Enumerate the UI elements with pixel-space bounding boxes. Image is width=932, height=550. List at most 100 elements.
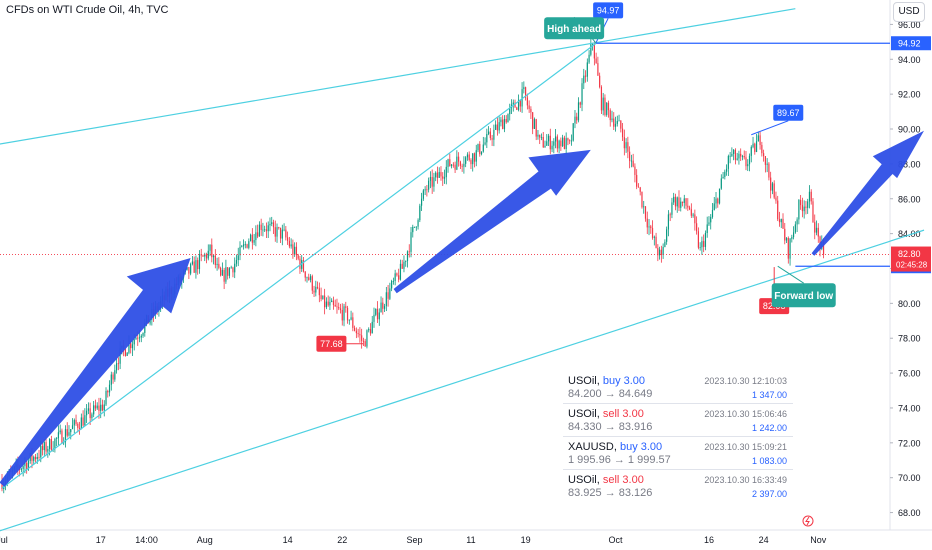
candle-body	[334, 304, 336, 307]
candle-body	[401, 263, 403, 269]
candle-body	[784, 228, 786, 241]
candle-body	[91, 414, 93, 419]
candle-body	[745, 157, 747, 167]
price-label-box	[593, 2, 624, 19]
candle-body	[438, 172, 440, 178]
candle-body	[731, 153, 733, 156]
candle-body	[241, 246, 243, 248]
trade-row[interactable]: XAUUSD, buy 3.00 2023.10.30 15:09:21 1 9…	[563, 437, 793, 470]
candle-body	[738, 153, 740, 159]
candle-body	[449, 159, 451, 167]
candle-body	[452, 164, 454, 166]
candle-body	[422, 190, 424, 199]
candle-body	[332, 300, 335, 305]
callout-leader	[777, 265, 804, 284]
trade-row[interactable]: USOil, buy 3.00 2023.10.30 12:10:03 84.2…	[563, 371, 793, 404]
trade-prices: 83.925 → 83.126	[568, 487, 653, 499]
candle-body	[292, 244, 294, 255]
candle-body	[341, 310, 343, 321]
trade-amount: 1 242.00	[751, 423, 787, 433]
candle-body	[443, 177, 446, 179]
candle-body	[316, 286, 319, 289]
candle-body	[350, 317, 352, 320]
callout-text: Forward low	[774, 291, 833, 302]
candle-body	[253, 240, 255, 243]
candle-body	[391, 281, 393, 289]
candle-body	[586, 62, 588, 77]
candle-body	[426, 189, 428, 191]
candle-body	[643, 206, 645, 208]
candle-body	[459, 161, 461, 166]
candle-body	[743, 156, 745, 158]
candle-body	[230, 267, 232, 269]
candle-body	[558, 140, 560, 149]
candle-body	[1, 481, 3, 490]
candle-body	[262, 229, 264, 231]
candle-body	[801, 205, 804, 212]
candle-body	[324, 295, 326, 308]
candle-body	[112, 374, 114, 380]
candle-body	[359, 334, 361, 336]
candle-body	[49, 439, 51, 449]
candle-body	[20, 469, 22, 470]
candle-body	[701, 241, 703, 248]
x-tick-label: 11	[466, 535, 475, 545]
candle-body	[583, 75, 585, 84]
candle-body	[690, 209, 692, 216]
candle-body	[618, 120, 620, 122]
candle-body	[808, 191, 811, 202]
trade-row[interactable]: USOil, sell 3.00 2023.10.30 15:06:46 84.…	[563, 404, 793, 437]
candle-body	[436, 172, 439, 178]
candle-body	[309, 276, 312, 280]
candle-body	[59, 430, 61, 433]
candle-body	[547, 135, 550, 142]
candle-body	[666, 229, 668, 242]
candle-body	[616, 120, 618, 124]
trend-line	[0, 8, 796, 145]
alert-bolt-icon	[805, 516, 810, 526]
candle-body	[810, 191, 812, 202]
candle-body	[807, 201, 809, 208]
candle-body	[750, 146, 752, 156]
candle-body	[287, 237, 289, 241]
candle-body	[562, 137, 564, 147]
candle-body	[676, 197, 678, 207]
candle-body	[463, 163, 465, 167]
candle-body	[299, 258, 301, 269]
candle-body	[315, 286, 317, 293]
candle-body	[383, 306, 386, 309]
candle-body	[70, 429, 72, 433]
candle-body	[362, 340, 365, 342]
candle-body	[630, 160, 632, 162]
candle-body	[553, 141, 555, 146]
candle-body	[604, 97, 606, 115]
candle-body	[639, 187, 641, 192]
candle-body	[734, 149, 737, 160]
candle-body	[352, 317, 354, 328]
candle-body	[650, 226, 652, 229]
candle-body	[507, 114, 509, 123]
candle-body	[38, 456, 40, 458]
candle-body	[442, 176, 444, 179]
candle-body	[34, 456, 37, 460]
candle-body	[396, 273, 398, 276]
currency-selector[interactable]: USD	[893, 2, 925, 22]
candle-body	[223, 269, 225, 282]
candle-body	[207, 250, 209, 259]
candle-body	[239, 246, 241, 256]
candle-body	[592, 43, 594, 45]
candle-body	[424, 189, 426, 191]
candle-body	[84, 415, 86, 426]
candle-body	[692, 214, 694, 216]
trade-row[interactable]: USOil, sell 3.00 2023.10.30 16:33:49 83.…	[563, 470, 793, 502]
candle-body	[581, 83, 583, 105]
candle-body	[533, 119, 536, 129]
trade-symbol: USOil,	[568, 375, 600, 387]
symbol-title[interactable]: CFDs on WTI Crude Oil, 4h, TVC	[6, 4, 169, 16]
candle-body	[385, 292, 387, 307]
candle-body	[320, 295, 322, 299]
candle-body	[348, 319, 350, 321]
candle-body	[237, 255, 239, 261]
candle-body	[757, 135, 759, 142]
